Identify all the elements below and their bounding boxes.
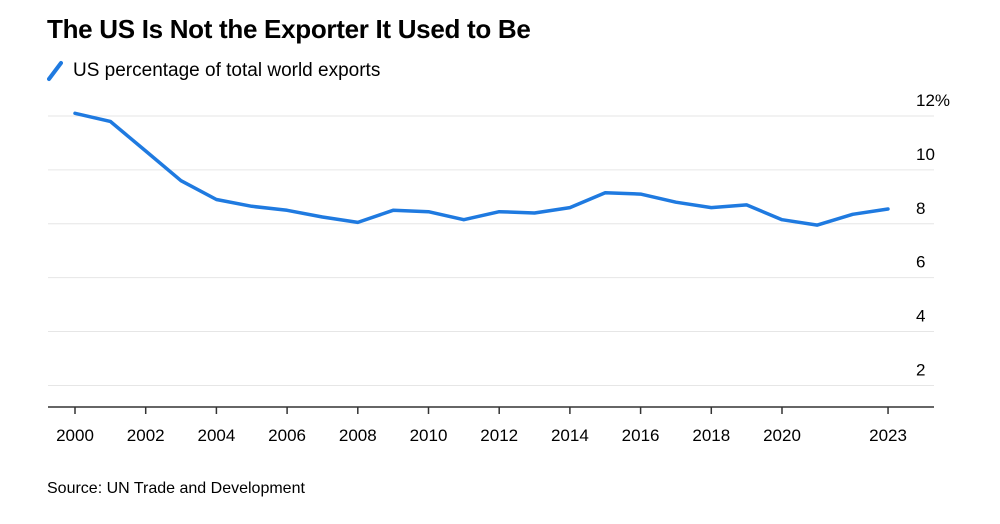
legend-swatch-icon [47,61,63,81]
data-point [568,206,572,209]
series-line [73,111,890,227]
legend: US percentage of total world exports [47,58,380,84]
x-tick-label: 2004 [197,426,235,445]
data-point [179,179,183,182]
data-point [285,209,289,212]
x-tick-label: 2020 [763,426,801,445]
chart-title: The US Is Not the Exporter It Used to Be [47,14,531,44]
data-point [144,149,147,153]
data-point [533,211,536,215]
y-tick-label: 10 [916,145,935,164]
data-point [710,206,713,209]
data-point [462,218,466,221]
data-point [427,210,430,213]
y-tick-label: 8 [916,199,925,218]
data-point [215,198,218,201]
source-note: Source: UN Trade and Development [47,480,305,497]
data-point [780,218,784,221]
x-tick-label: 2012 [480,426,518,445]
y-tick-label: 6 [916,253,925,272]
data-point [73,112,77,115]
data-point [851,213,854,216]
x-tick-label: 2008 [339,426,377,445]
y-tick-label: 12% [916,91,950,110]
data-point [391,209,395,212]
data-point [639,192,642,196]
data-point [674,201,678,204]
x-tick-label: 2002 [127,426,165,445]
y-tick-label: 4 [916,307,925,326]
x-tick-label: 2000 [56,426,94,445]
x-tick-label: 2016 [622,426,660,445]
data-point [604,191,607,194]
data-point [250,205,253,208]
data-point [816,223,819,227]
data-point [497,210,501,213]
legend-label: US percentage of total world exports [73,60,381,81]
data-point [356,221,359,224]
data-point [109,120,112,123]
x-tick-label: 2006 [268,426,306,445]
data-point [886,207,890,211]
x-tick-label: 2014 [551,426,589,445]
x-tick-label: 2023 [869,426,907,445]
data-point [321,215,324,219]
data-point [745,203,748,207]
y-tick-label: 2 [916,360,925,379]
x-tick-label: 2018 [692,426,730,445]
x-tick-label: 2010 [410,426,448,445]
